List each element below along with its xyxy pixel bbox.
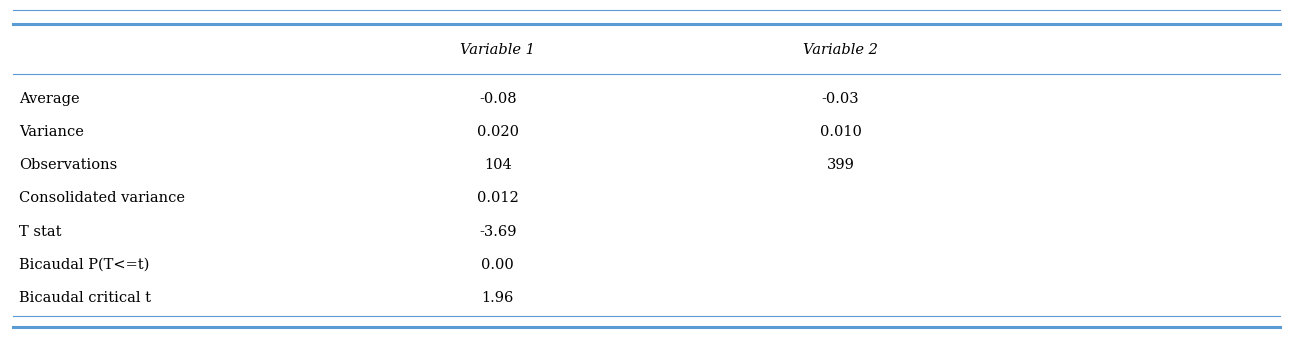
Text: Bicaudal critical t: Bicaudal critical t: [19, 291, 151, 305]
Text: Variable 1: Variable 1: [460, 43, 535, 56]
Text: Observations: Observations: [19, 158, 118, 172]
Text: Variance: Variance: [19, 125, 84, 139]
Text: 0.020: 0.020: [477, 125, 518, 139]
Text: Bicaudal P(T<=t): Bicaudal P(T<=t): [19, 258, 150, 272]
Text: -3.69: -3.69: [478, 225, 517, 239]
Text: 0.012: 0.012: [477, 192, 518, 205]
Text: 1.96: 1.96: [481, 291, 515, 305]
Text: Variable 2: Variable 2: [803, 43, 878, 56]
Text: Average: Average: [19, 92, 80, 106]
Text: Consolidated variance: Consolidated variance: [19, 192, 185, 205]
Text: 104: 104: [484, 158, 512, 172]
Text: 399: 399: [826, 158, 855, 172]
Text: 0.00: 0.00: [481, 258, 515, 272]
Text: T stat: T stat: [19, 225, 62, 239]
Text: 0.010: 0.010: [820, 125, 861, 139]
Text: -0.03: -0.03: [821, 92, 860, 106]
Text: -0.08: -0.08: [478, 92, 517, 106]
